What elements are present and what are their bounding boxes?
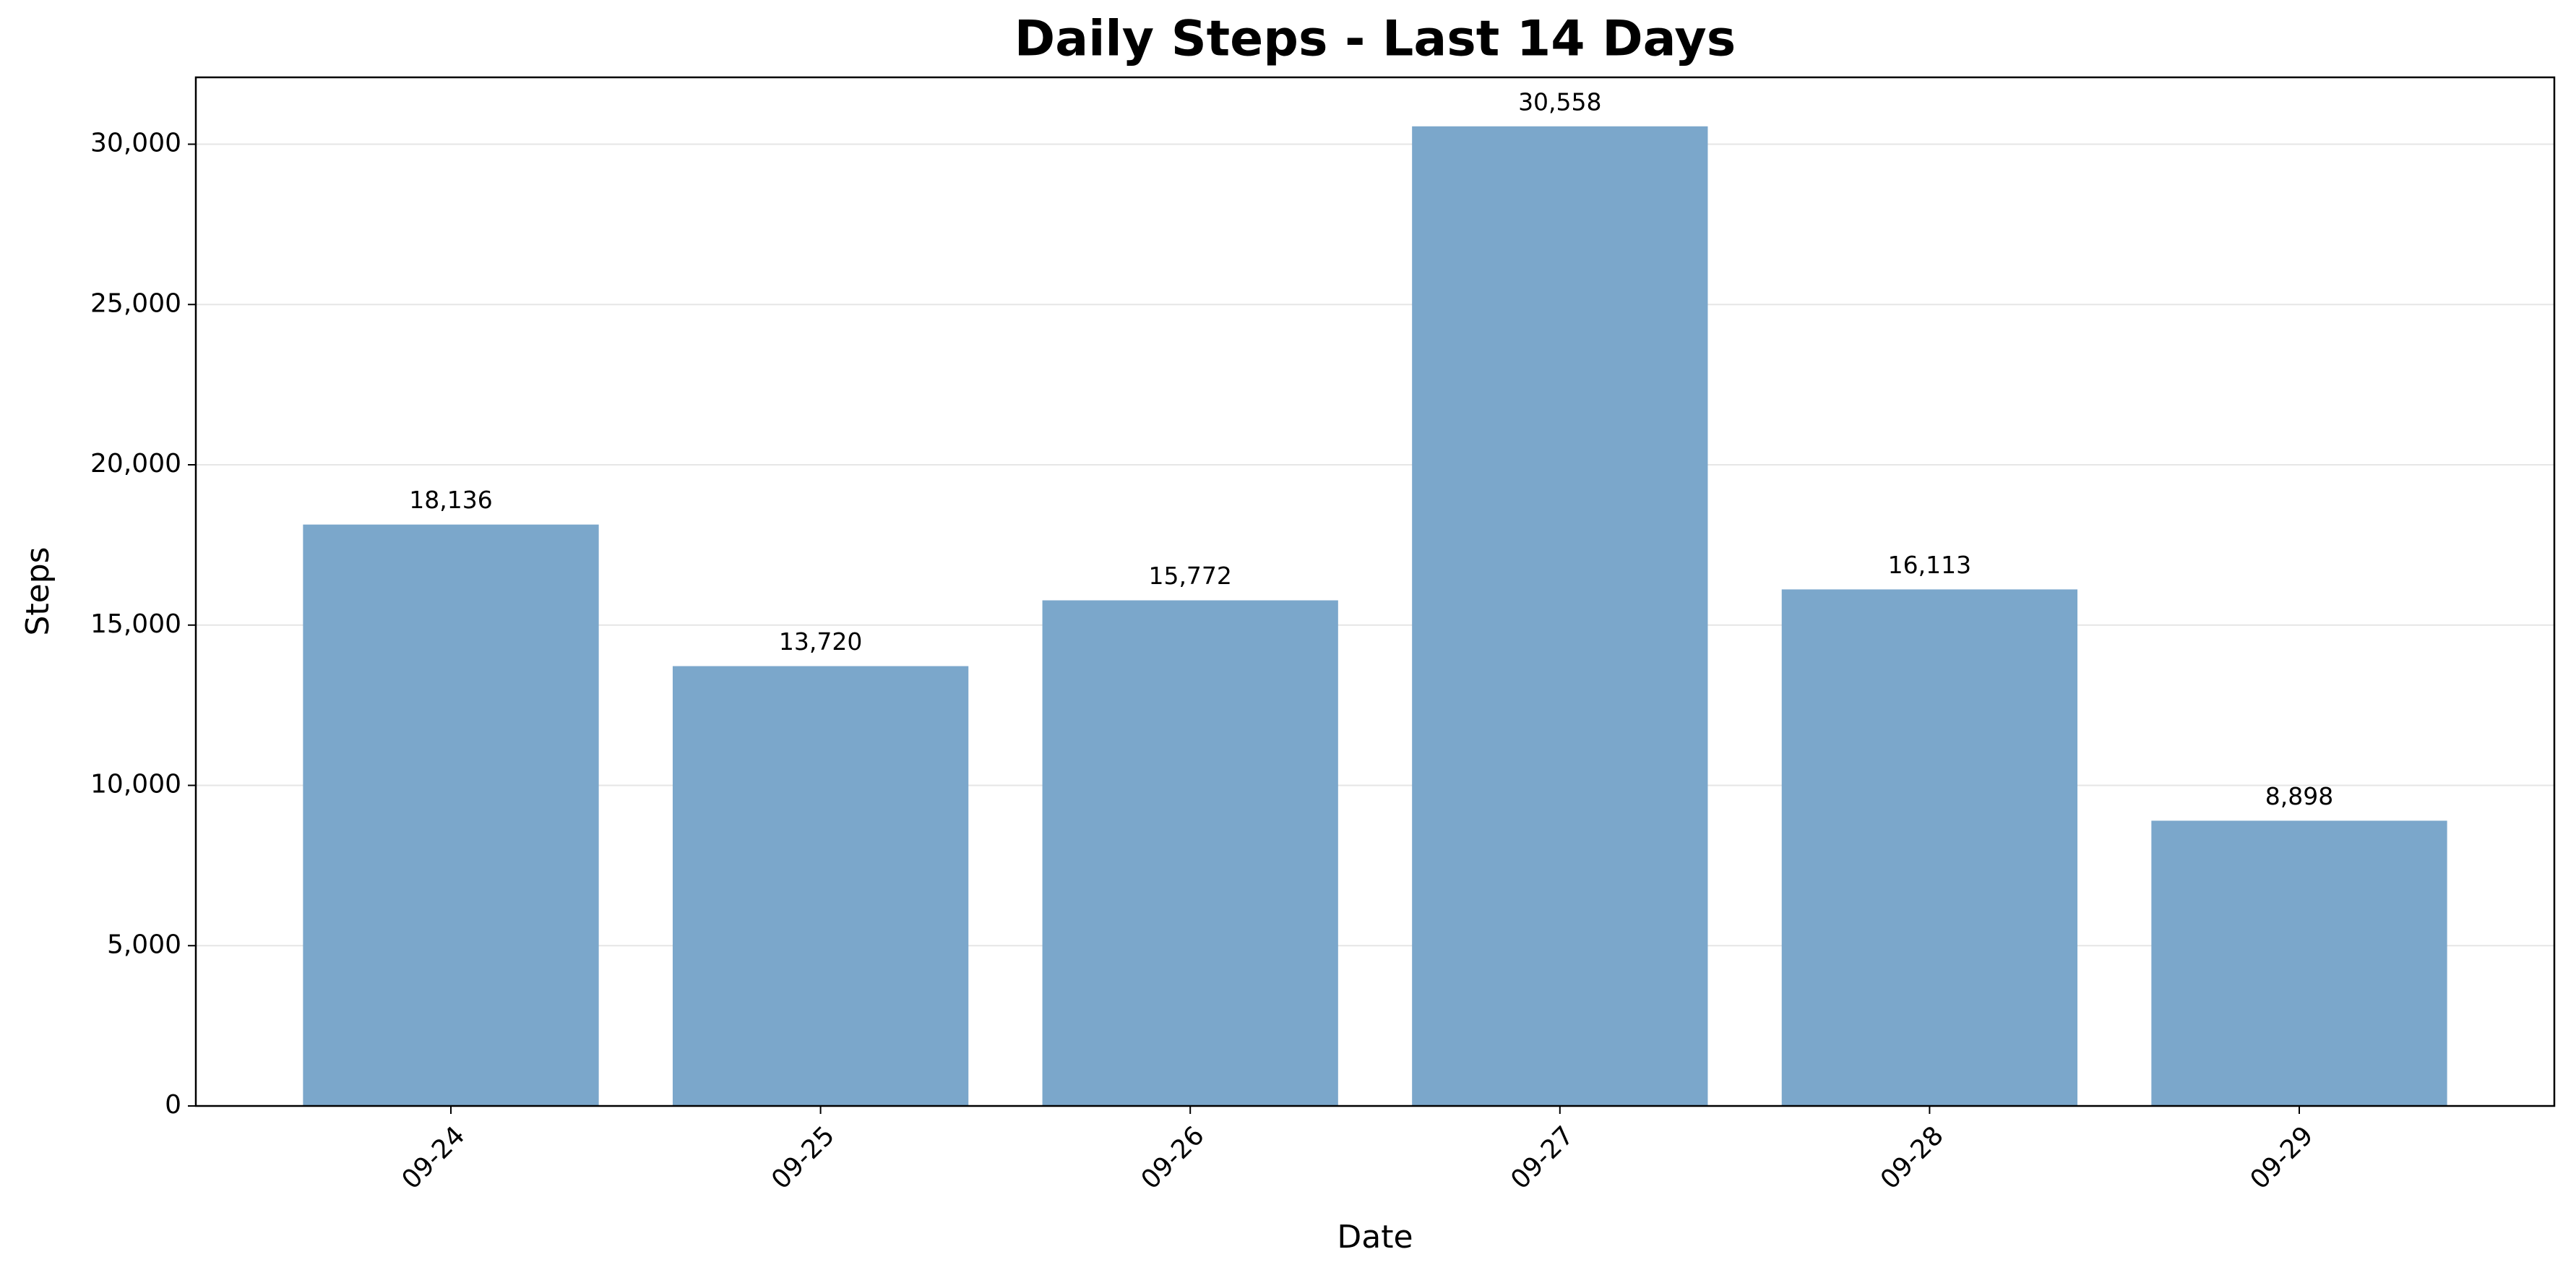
value-label: 13,720	[779, 627, 862, 656]
value-label: 30,558	[1518, 87, 1601, 116]
y-axis-label: Steps	[20, 546, 56, 635]
y-tick-label: 20,000	[90, 449, 181, 479]
value-label: 8,898	[2265, 782, 2333, 810]
x-tick-label: 09-26	[1136, 1120, 1210, 1195]
x-tick-label: 09-29	[2244, 1120, 2319, 1195]
y-tick-label: 5,000	[107, 930, 181, 959]
y-tick-label: 15,000	[90, 609, 181, 639]
value-label: 15,772	[1148, 562, 1231, 590]
y-tick-label: 25,000	[90, 288, 181, 318]
x-tick-label: 09-28	[1875, 1120, 1950, 1195]
bar	[2151, 820, 2447, 1106]
bar	[1412, 126, 1708, 1107]
plot-frame	[194, 76, 2556, 1107]
bar	[303, 524, 599, 1106]
y-tick-label: 30,000	[90, 129, 181, 158]
y-tick-label: 10,000	[90, 770, 181, 799]
x-axis-label: Date	[1337, 1219, 1413, 1256]
bar	[1781, 589, 2078, 1106]
value-label: 16,113	[1888, 551, 1971, 579]
y-tick-label: 0	[165, 1090, 181, 1120]
bar	[1042, 600, 1338, 1106]
x-tick-label: 09-24	[396, 1120, 470, 1195]
x-tick-label: 09-25	[766, 1120, 840, 1195]
x-tick-label: 09-27	[1505, 1120, 1580, 1195]
value-label: 18,136	[409, 486, 492, 514]
chart-title: Daily Steps - Last 14 Days	[1015, 11, 1736, 68]
bar	[672, 666, 969, 1106]
